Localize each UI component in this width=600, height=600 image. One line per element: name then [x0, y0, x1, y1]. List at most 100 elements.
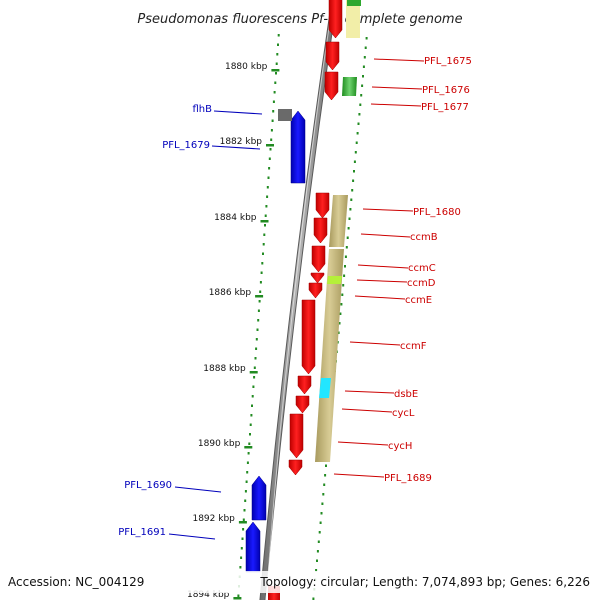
label-leader-line	[357, 264, 409, 269]
ruler-dot	[245, 480, 248, 483]
ring-dot	[321, 502, 324, 505]
gene-label-pfl-1690[interactable]: PFL_1690	[124, 480, 172, 491]
gene-label-dsbe[interactable]: dsbE	[394, 389, 418, 400]
ring-dot	[317, 540, 320, 543]
forward-gene-arrow[interactable]	[289, 413, 304, 459]
forward-gene-arrow[interactable]	[315, 192, 330, 219]
ruler-dot	[273, 91, 276, 94]
forward-gene-arrow[interactable]	[324, 71, 339, 101]
ruler-dot	[268, 157, 271, 160]
forward-gene-arrow[interactable]	[297, 375, 312, 395]
ring-dot	[364, 46, 367, 49]
forward-gene-arrow[interactable]	[325, 41, 340, 71]
ring-dot	[344, 265, 346, 268]
ruler-dot	[257, 319, 260, 322]
ruler-dot	[256, 328, 259, 331]
ring-dot	[359, 103, 362, 106]
ruler-dot	[241, 537, 244, 540]
label-leader-line	[370, 103, 422, 107]
cyan-feature-dsbe	[319, 378, 331, 398]
ruler-dot	[257, 309, 260, 312]
label-leader-line	[211, 145, 261, 150]
cog-band-lower	[315, 249, 344, 462]
gene-label-ccme[interactable]: ccmE	[405, 295, 432, 306]
gene-label-pfl-1689[interactable]: PFL_1689	[384, 473, 432, 484]
ruler-tick-label: 1894 kbp	[187, 590, 230, 600]
gene-track	[245, 0, 343, 600]
ruler-dot	[259, 281, 262, 284]
gene-label-pfl-1675[interactable]: PFL_1675	[424, 56, 472, 67]
gene-label-ccmd[interactable]: ccmD	[407, 278, 436, 289]
ruler-dot	[271, 119, 274, 122]
label-leader-line	[354, 295, 406, 300]
forward-gene-arrow[interactable]	[288, 459, 303, 476]
ruler-dot	[264, 224, 266, 227]
gene-label-pfl-1680[interactable]: PFL_1680	[413, 207, 461, 218]
gene-label-pfl-1677[interactable]: PFL_1677	[421, 102, 469, 113]
ruler-dot	[265, 205, 268, 208]
gene-label-ccmc[interactable]: ccmC	[408, 263, 436, 274]
ruler-dot	[252, 385, 255, 388]
ruler-dot	[255, 347, 258, 350]
backbone-highlight	[265, 0, 334, 600]
gene-label-pfl-1679[interactable]: PFL_1679	[162, 140, 210, 151]
ruler-dot	[277, 43, 279, 46]
gene-label-cych[interactable]: cycH	[388, 441, 412, 452]
ring-dot	[320, 512, 323, 515]
ring-dot	[345, 246, 348, 249]
gene-label-ccmb[interactable]: ccmB	[410, 232, 438, 243]
ruler-dot	[277, 34, 280, 37]
ruler-dot	[274, 81, 277, 84]
ruler-tick-label: 1888 kbp	[203, 364, 246, 374]
ruler-major-tick	[249, 371, 258, 374]
ring-dot	[316, 559, 318, 562]
ring-dot	[361, 84, 364, 87]
reverse-gene-arrow[interactable]	[290, 110, 306, 184]
forward-gene-arrow[interactable]	[301, 299, 316, 375]
ruler-dot	[239, 566, 242, 569]
ring-dot	[358, 113, 361, 116]
gene-label-cycl[interactable]: cycL	[392, 408, 415, 419]
label-leader-line	[168, 533, 216, 540]
ruler-dot	[269, 148, 272, 151]
ring-dot	[356, 132, 359, 135]
forward-gene-arrow[interactable]	[310, 272, 325, 284]
gene-label-pfl-1691[interactable]: PFL_1691	[118, 527, 166, 538]
ring-dot	[323, 483, 326, 486]
ruler-dot	[267, 176, 270, 179]
ruler-dot	[237, 594, 240, 597]
flhb-gene[interactable]	[278, 109, 292, 121]
ring-dot	[312, 597, 315, 600]
ring-dot	[354, 151, 357, 154]
ruler-dot	[255, 338, 258, 341]
ring-dot	[338, 322, 341, 325]
forward-gene-arrow[interactable]	[295, 395, 310, 414]
ruler-dot	[250, 414, 253, 417]
label-leader-line	[360, 233, 411, 238]
ruler-dot	[262, 243, 265, 246]
ruler-major-tick	[271, 69, 280, 72]
ring-dot	[360, 94, 363, 97]
forward-gene-arrow[interactable]	[328, 0, 343, 39]
label-leader-line	[213, 110, 263, 115]
ring-dot	[316, 550, 319, 553]
forward-gene-arrow[interactable]	[308, 282, 323, 299]
label-leader-line	[373, 58, 425, 62]
reverse-gene-arrow[interactable]	[245, 521, 261, 573]
reverse-gene-arrow[interactable]	[251, 475, 267, 521]
label-leader-line	[344, 390, 395, 394]
ring-dot	[365, 37, 368, 40]
gene-label-ccmf[interactable]: ccmF	[400, 341, 427, 352]
forward-gene-arrow[interactable]	[311, 245, 326, 273]
ring-dot	[315, 569, 318, 572]
ruler-dot	[242, 518, 245, 521]
ruler-tick-label: 1884 kbp	[214, 213, 257, 223]
ruler-dot	[246, 471, 249, 474]
lime-feature-ccmd	[327, 276, 342, 284]
gene-label-flhb[interactable]: flhB	[193, 104, 213, 115]
ruler-dot	[275, 72, 277, 75]
gene-label-pfl-1676[interactable]: PFL_1676	[422, 85, 470, 96]
forward-gene-arrow[interactable]	[313, 217, 328, 244]
ring-dot	[357, 122, 360, 125]
